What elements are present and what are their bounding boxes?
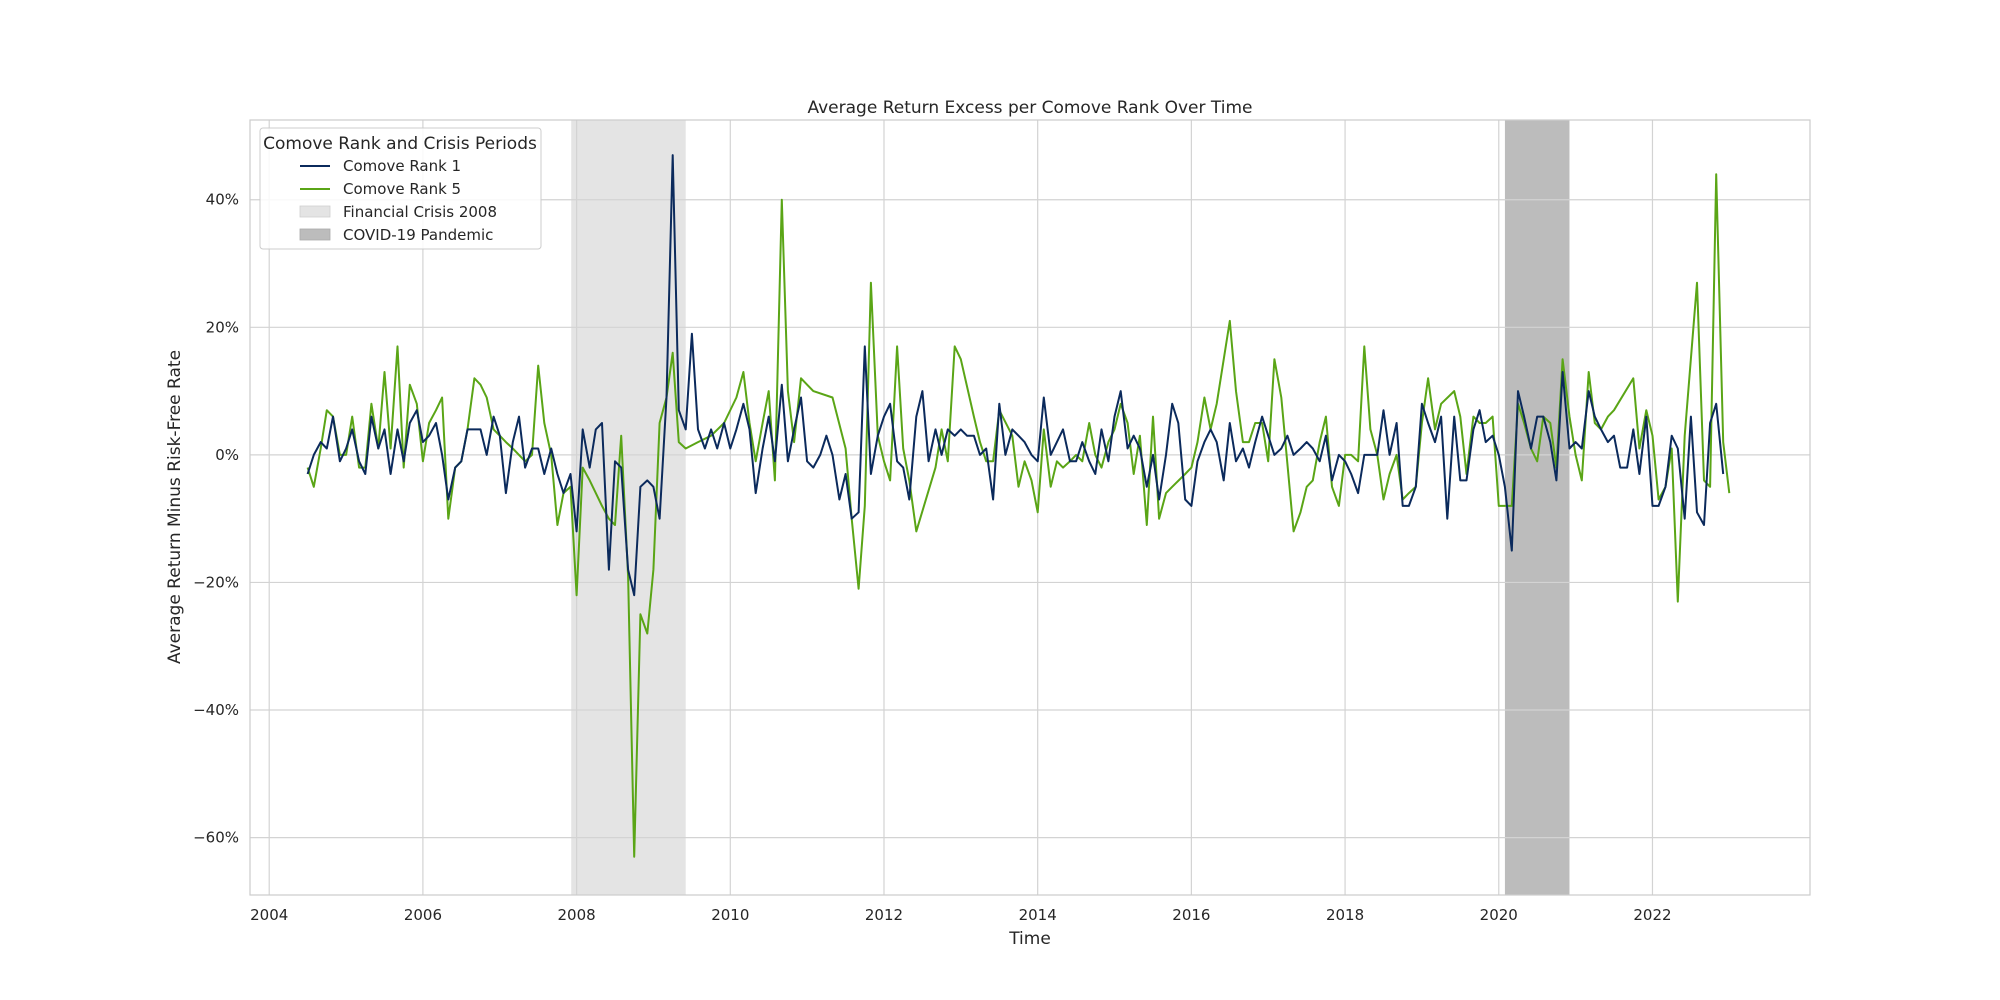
x-tick-label: 2016 bbox=[1172, 906, 1210, 924]
x-tick-label: 2022 bbox=[1633, 906, 1671, 924]
tick-labels: 2004 2006 2008 2010 2012 2014 2016 2018 2020 2022… bbox=[193, 191, 1671, 924]
crisis-band-0 bbox=[571, 120, 686, 895]
legend-label-financial-crisis: Financial Crisis 2008 bbox=[343, 203, 497, 221]
crisis-band-1 bbox=[1504, 120, 1570, 895]
y-tick-label: −40% bbox=[193, 701, 239, 719]
legend-label-covid: COVID-19 Pandemic bbox=[343, 226, 493, 244]
legend-label-rank-5: Comove Rank 5 bbox=[343, 180, 461, 198]
legend-title: Comove Rank and Crisis Periods bbox=[263, 134, 537, 154]
y-tick-label: −60% bbox=[193, 829, 239, 847]
x-axis-title: Time bbox=[1008, 929, 1051, 949]
x-tick-label: 2012 bbox=[865, 906, 903, 924]
x-tick-label: 2006 bbox=[404, 906, 442, 924]
legend-swatch-covid bbox=[299, 228, 331, 241]
legend-box bbox=[259, 127, 542, 250]
legend-swatch-financial-crisis bbox=[299, 205, 331, 218]
x-tick-label: 2010 bbox=[711, 906, 749, 924]
y-axis-title: Average Return Minus Risk-Free Rate bbox=[165, 350, 185, 664]
x-tick-label: 2020 bbox=[1480, 906, 1518, 924]
legend-label-rank-1: Comove Rank 1 bbox=[343, 157, 461, 175]
crisis-shading bbox=[571, 120, 1570, 895]
x-tick-label: 2008 bbox=[558, 906, 596, 924]
y-tick-label: 0% bbox=[215, 446, 239, 464]
x-tick-label: 2014 bbox=[1019, 906, 1057, 924]
legend: Comove Rank and Crisis Periods Comove Ra… bbox=[259, 127, 542, 250]
y-tick-label: −20% bbox=[193, 573, 239, 591]
x-tick-label: 2004 bbox=[250, 906, 288, 924]
series-lines bbox=[306, 154, 1731, 858]
y-tick-label: 40% bbox=[206, 191, 239, 209]
y-tick-label: 20% bbox=[206, 318, 239, 336]
x-tick-label: 2018 bbox=[1326, 906, 1364, 924]
series-line-comove-rank-1 bbox=[306, 154, 1725, 597]
chart-title: Average Return Excess per Comove Rank Ov… bbox=[807, 98, 1252, 118]
plot-frame bbox=[249, 119, 1811, 896]
